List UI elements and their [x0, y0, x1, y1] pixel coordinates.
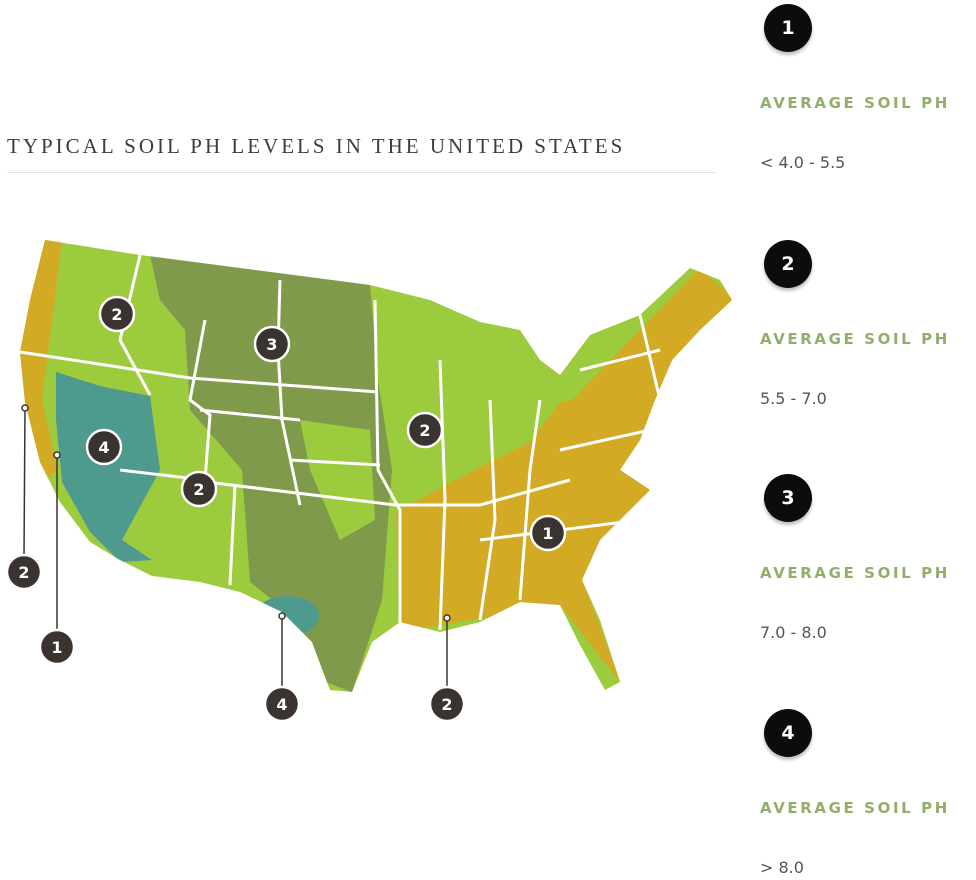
legend-label: AVERAGE SOIL PH [760, 564, 950, 582]
marker-circle [253, 325, 291, 363]
marker-number: 2 [193, 480, 204, 499]
state-borders [20, 254, 662, 631]
legend-label: AVERAGE SOIL PH [760, 799, 950, 817]
legend-ph-range: 7.0 - 8.0 [760, 623, 827, 642]
zone-2-region [300, 420, 375, 540]
map-marker-1: 1 [529, 514, 567, 552]
us-soil-ph-map: 2 3 2 4 2 1 2 1 4 2 [5, 240, 732, 723]
legend-ph-range: > 8.0 [760, 858, 804, 877]
title-divider [7, 172, 717, 173]
marker-circle [38, 628, 76, 666]
marker-number: 4 [276, 695, 287, 714]
legend-ph-range: 5.5 - 7.0 [760, 389, 827, 408]
map-marker-2: 2 [98, 295, 136, 333]
map-marker-2: 2 [428, 685, 466, 723]
marker-circle [98, 295, 136, 333]
marker-number: 2 [111, 305, 122, 324]
zone-3-region [150, 255, 392, 692]
map-marker-3: 3 [253, 325, 291, 363]
zone-4-region [255, 596, 319, 636]
map-marker-2: 2 [406, 411, 444, 449]
map-marker-1: 1 [38, 628, 76, 666]
marker-circle [85, 428, 123, 466]
map-marker-4: 4 [263, 685, 301, 723]
marker-number: 4 [98, 438, 109, 457]
legend-label: AVERAGE SOIL PH [760, 330, 950, 348]
map-marker-4: 4 [85, 428, 123, 466]
marker-number: 2 [441, 695, 452, 714]
marker-number: 2 [419, 421, 430, 440]
marker-number: 1 [51, 638, 62, 657]
legend-number-badge: 1 [764, 4, 812, 52]
map-marker-2: 2 [180, 470, 218, 508]
zone-1-region [396, 268, 732, 685]
legend-label: AVERAGE SOIL PH [760, 94, 950, 112]
zone-4-region [56, 372, 160, 562]
marker-circle [406, 411, 444, 449]
marker-circle [529, 514, 567, 552]
map-marker-2: 2 [5, 553, 43, 591]
marker-number: 2 [18, 563, 29, 582]
marker-circle [180, 470, 218, 508]
marker-number: 3 [266, 335, 277, 354]
map-title: TYPICAL SOIL PH LEVELS IN THE UNITED STA… [7, 134, 626, 158]
map-marker-leaders [21, 404, 451, 688]
legend-number-badge: 2 [764, 240, 812, 288]
marker-circle [428, 685, 466, 723]
marker-circle [263, 685, 301, 723]
marker-number: 1 [542, 524, 553, 543]
marker-circle [5, 553, 43, 591]
legend-number-badge: 3 [764, 474, 812, 522]
legend-number-badge: 4 [764, 709, 812, 757]
legend-ph-range: < 4.0 - 5.5 [760, 153, 846, 172]
